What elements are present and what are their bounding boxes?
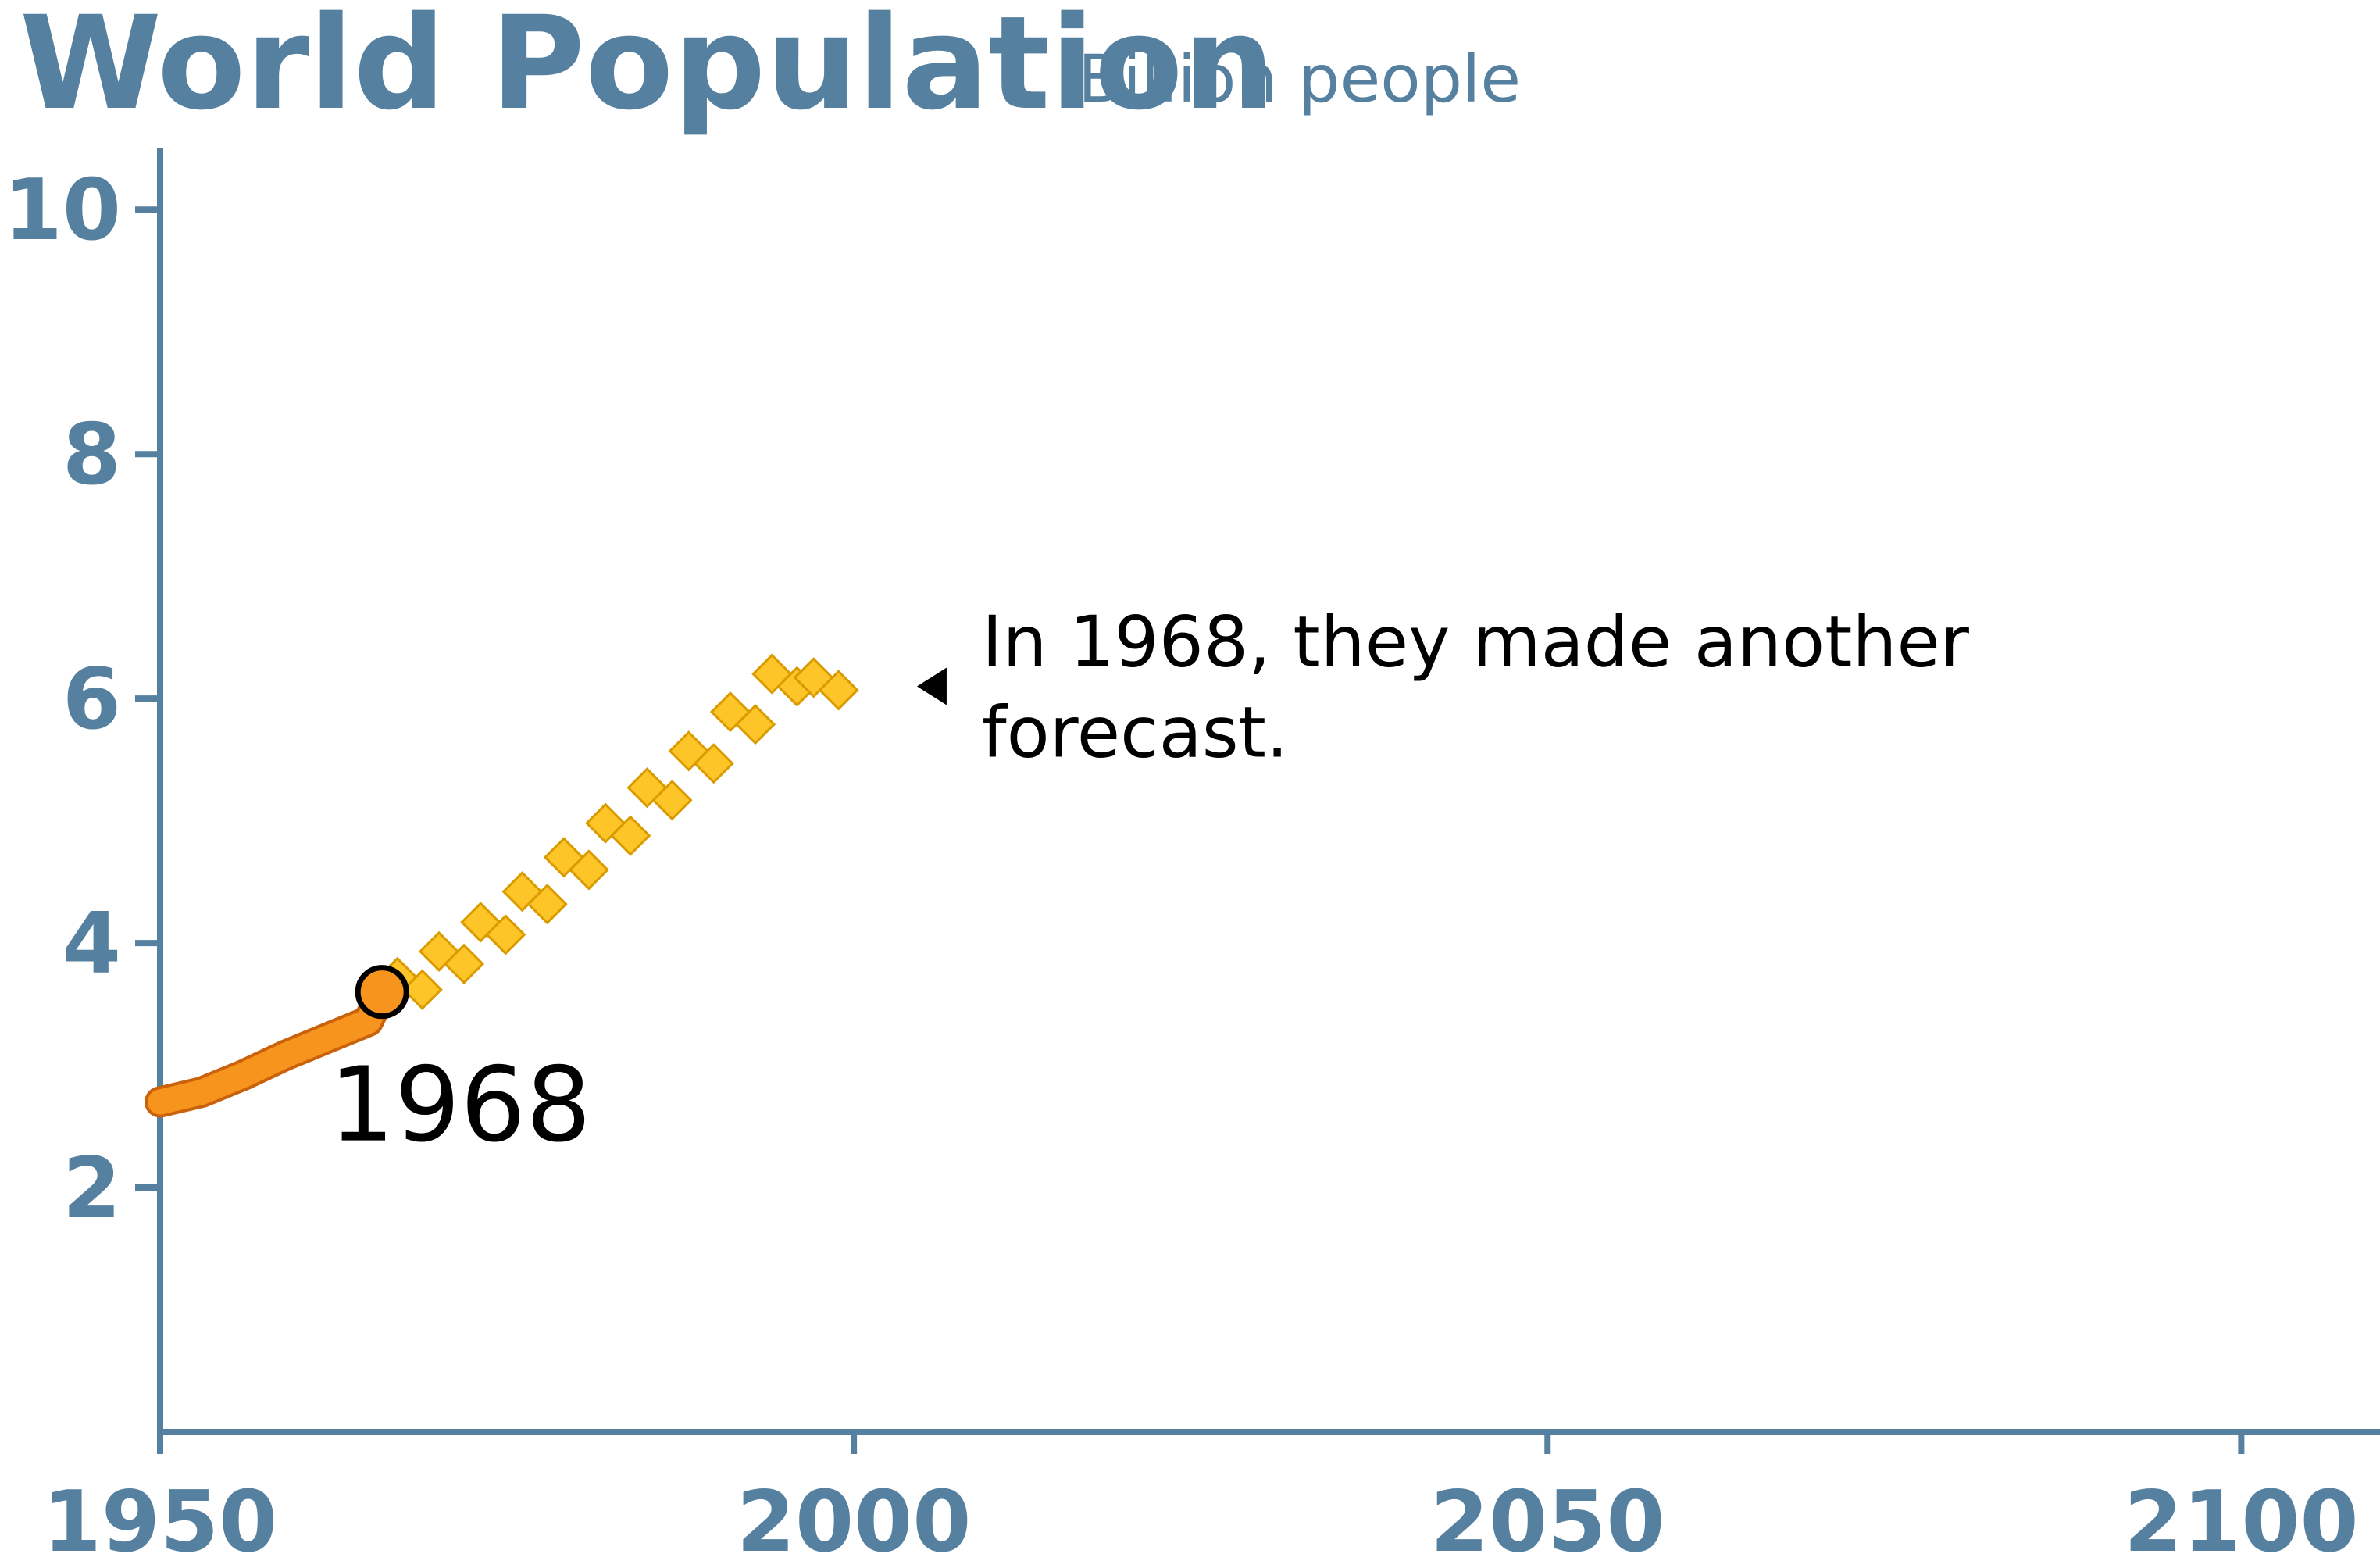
forecast-point (709, 691, 776, 745)
y-tick-label: 4 (62, 895, 121, 993)
chart-subtitle: Billion people (1078, 41, 1521, 117)
forecast-diamond-icon (443, 943, 485, 984)
forecast-diamond-icon (651, 780, 693, 821)
axis-ticks: 2 4 6 8 10 1950 2000 2050 2100 (4, 162, 2359, 1568)
axes (157, 148, 2380, 1435)
forecast-point (543, 837, 609, 891)
x-tick-label: 2000 (737, 1473, 972, 1568)
highlight-label: 1968 (329, 1045, 591, 1166)
y-tick-label: 8 (62, 406, 121, 504)
y-tick-label: 6 (62, 651, 121, 748)
forecast-diamond-icon (693, 743, 734, 784)
historical-line (148, 979, 395, 1115)
x-tick-label: 2050 (1430, 1473, 1665, 1568)
forecast-point (668, 730, 734, 784)
highlight-marker (355, 965, 409, 1020)
forecast-diamond-icon (485, 914, 526, 955)
forecast-diamond-icon (401, 969, 443, 1010)
annotation-line-2: forecast. (982, 691, 1289, 773)
forecast-diamond-icon (734, 704, 776, 745)
series-layer (145, 653, 859, 1118)
forecast-point (626, 767, 693, 821)
highlight-layer: 1968 (329, 965, 591, 1166)
forecast-point (793, 657, 859, 711)
forecast-point (460, 902, 526, 955)
forecast-diamond-icon (568, 849, 609, 891)
forecast-point (585, 802, 651, 856)
forecast-point (418, 930, 485, 984)
y-tick-label: 2 (62, 1140, 121, 1238)
y-tick-label: 10 (4, 162, 121, 259)
annotation: In 1968, they made another forecast. (916, 601, 1969, 773)
x-tick-label: 2100 (2124, 1473, 2359, 1568)
forecast-diamond-icon (610, 815, 651, 856)
forecast-diamond-icon (818, 670, 859, 711)
annotation-pointer-icon (916, 667, 947, 705)
forecast-diamond-icon (526, 884, 568, 925)
chart-title: World Population (20, 0, 1275, 138)
x-tick-label: 1950 (43, 1473, 278, 1568)
forecast-point (501, 871, 568, 925)
annotation-line-1: In 1968, they made another (982, 601, 1969, 683)
forecast-diamond-icon (626, 767, 668, 809)
